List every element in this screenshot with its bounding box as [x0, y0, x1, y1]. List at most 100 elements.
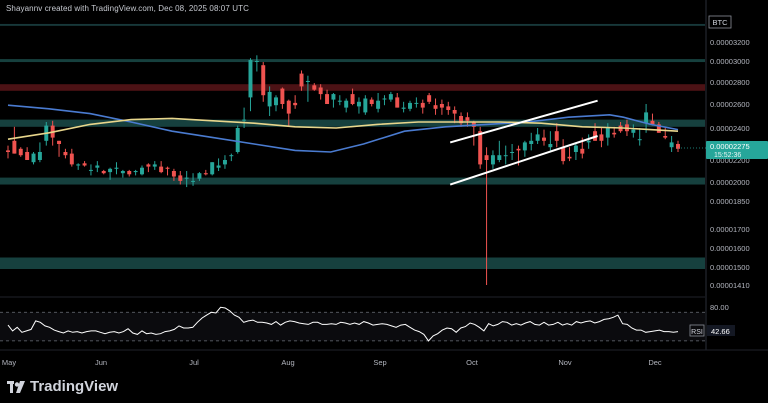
candle-body: [344, 100, 349, 108]
candle-body: [210, 162, 215, 175]
candle-body: [427, 95, 432, 102]
last-price-badge: [706, 141, 768, 159]
time-tick-label: Nov: [558, 358, 572, 367]
candle-body: [554, 131, 559, 141]
candle-body: [669, 142, 674, 148]
rsi-band: [0, 312, 705, 341]
candle-body: [433, 105, 438, 109]
candle-body: [401, 107, 406, 109]
rsi-line: [7, 306, 679, 342]
candle-body: [395, 97, 400, 108]
candle-body: [267, 91, 272, 107]
candle-body: [510, 152, 515, 153]
candle-body: [108, 168, 113, 173]
candle-body: [120, 171, 125, 174]
candle-body: [248, 60, 253, 98]
candle-body: [299, 73, 304, 87]
price-tick-label: 0.00001700: [710, 225, 750, 234]
candle-body: [337, 100, 342, 102]
candle-body: [331, 94, 336, 100]
candle-body: [191, 180, 196, 182]
price-tick-label: 0.00002200: [710, 156, 750, 165]
rsi-value-label: 42.66: [711, 327, 730, 336]
candle-body: [580, 148, 585, 154]
candle-body: [356, 101, 361, 107]
candle-body: [503, 155, 508, 157]
candle-body: [114, 167, 119, 169]
candle-body: [37, 152, 42, 160]
price-zone: [0, 59, 705, 63]
rsi-name-box: [689, 324, 705, 337]
channel-line: [449, 99, 598, 144]
time-tick-label: Aug: [281, 358, 294, 367]
candle-body: [459, 116, 464, 124]
candle-body: [274, 97, 278, 106]
candle-body: [325, 94, 330, 104]
candle-body: [490, 155, 495, 165]
candle-body: [88, 169, 93, 171]
candle-body: [95, 165, 100, 168]
rsi-name-label: RSI: [691, 329, 703, 336]
candle-body: [184, 177, 189, 179]
candle-body: [522, 142, 527, 151]
candle-body: [586, 140, 591, 143]
price-zones: [0, 23, 705, 269]
last-price-label: 0.00002275: [710, 142, 750, 151]
moving-average-line: [7, 117, 679, 140]
candle-body: [676, 144, 680, 149]
channel-lines: [449, 99, 598, 186]
price-zone: [0, 119, 705, 127]
candle-body: [465, 117, 470, 121]
candle-body: [420, 102, 425, 108]
candle-body: [235, 128, 240, 152]
candle-body: [127, 171, 132, 175]
candle-body: [369, 99, 374, 104]
candle-body: [376, 100, 381, 109]
candle-body: [382, 98, 387, 100]
candle-body: [178, 175, 183, 181]
candle-body: [280, 88, 285, 104]
candle-body: [31, 153, 36, 163]
candle-body: [529, 140, 534, 144]
candle-body: [18, 148, 23, 156]
price-tick-label: 0.00001500: [710, 263, 750, 272]
tradingview-logo[interactable]: TradingView: [7, 378, 118, 395]
candle-body: [242, 119, 247, 121]
candle-body: [286, 100, 291, 114]
time-tick-label: Sep: [373, 358, 386, 367]
price-tick-label: 0.00002400: [710, 124, 750, 133]
candle-body: [69, 153, 74, 165]
time-tick-label: Oct: [466, 358, 479, 367]
price-tick-label: 0.00003000: [710, 57, 750, 66]
candle-body: [12, 140, 17, 154]
symbol-box: [708, 15, 732, 29]
candle-body: [567, 156, 572, 159]
channel-line: [449, 135, 598, 186]
candle-body: [663, 136, 668, 138]
price-zone: [0, 23, 705, 26]
candle-body: [25, 152, 30, 160]
price-tick-label: 0.00003200: [710, 38, 750, 47]
candle-body: [446, 106, 451, 110]
candle-body: [497, 155, 502, 160]
candle-body: [561, 147, 566, 162]
candle-body: [542, 137, 546, 141]
candle-body: [229, 155, 234, 157]
candle-body: [133, 171, 138, 173]
candle-body: [548, 144, 553, 148]
tradingview-logo-icon: [7, 380, 25, 393]
price-tick-label: 0.00002000: [710, 178, 750, 187]
time-tick-label: Jun: [95, 358, 107, 367]
candle-body: [222, 160, 227, 165]
candle-body: [599, 134, 604, 141]
candle-body: [171, 171, 176, 177]
candle-body: [452, 110, 457, 114]
candle-body: [637, 139, 642, 141]
candle-body: [305, 80, 310, 82]
price-tick-label: 0.00001850: [710, 197, 750, 206]
moving-average-line: [7, 104, 679, 153]
candle-body: [656, 124, 661, 133]
candle-body: [644, 112, 649, 124]
candle-body: [631, 129, 636, 133]
